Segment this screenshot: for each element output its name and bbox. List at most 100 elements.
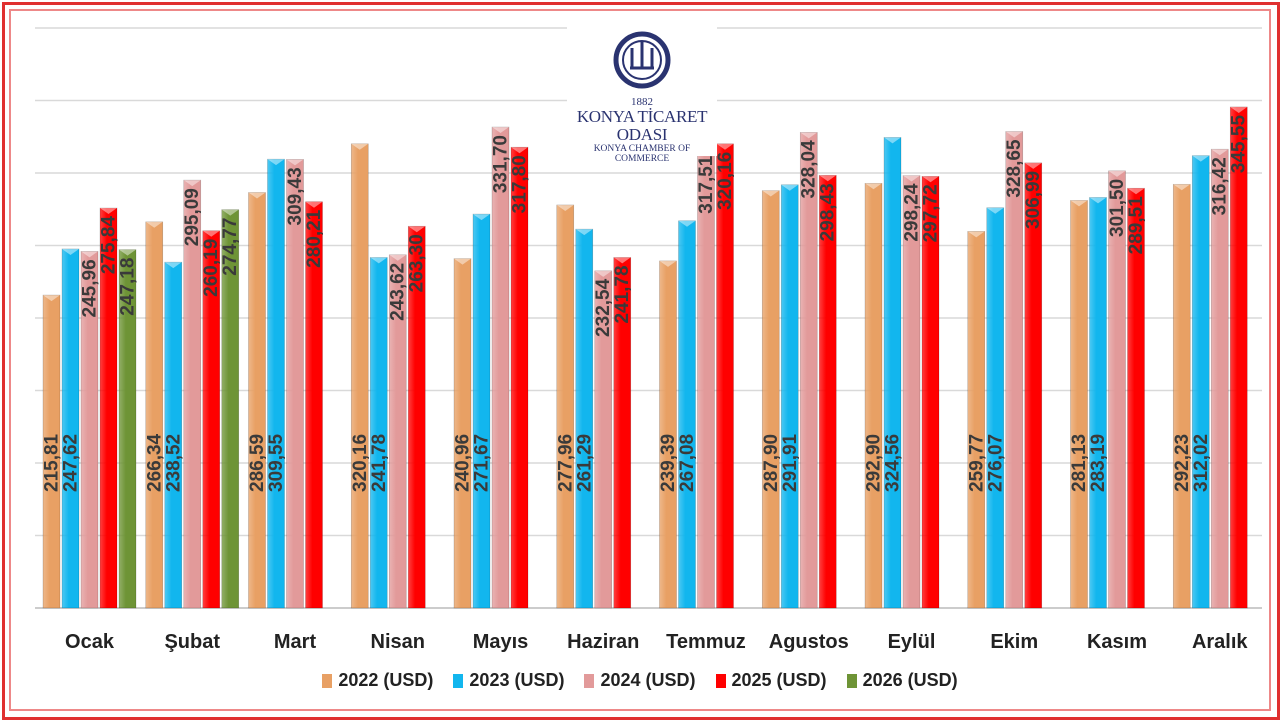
bar-cap — [1192, 155, 1210, 162]
bar-cap — [370, 257, 388, 264]
data-label: 241,78 — [369, 434, 390, 492]
data-label: 239,39 — [658, 434, 679, 492]
legend-label: 2022 (USD) — [338, 670, 434, 690]
bar-cap — [594, 270, 612, 277]
bar — [921, 176, 940, 609]
bar — [594, 270, 613, 609]
bar-cap — [678, 220, 696, 227]
data-label: 317,80 — [510, 155, 531, 213]
x-tick-label: Eylül — [888, 631, 936, 653]
data-label: 267,08 — [677, 434, 698, 492]
data-label: 261,29 — [574, 434, 595, 492]
data-label: 324,56 — [883, 434, 904, 492]
bar-cap — [202, 230, 220, 237]
x-tick-label: Mart — [274, 631, 317, 653]
bar — [659, 260, 677, 609]
bar — [491, 126, 510, 609]
bar — [472, 213, 491, 609]
data-label: 320,16 — [350, 434, 371, 492]
bar — [1024, 162, 1043, 609]
data-label: 309,55 — [266, 433, 287, 492]
data-label: 317,51 — [696, 155, 717, 214]
data-label: 306,99 — [1023, 171, 1044, 229]
bar-cap — [492, 127, 509, 134]
bar-cap — [1070, 200, 1088, 207]
data-label: 292,90 — [864, 434, 885, 492]
legend-item: 2024 (USD) — [584, 670, 696, 691]
x-tick-label: Haziran — [567, 631, 639, 653]
data-label: 232,54 — [593, 278, 614, 337]
bar-cap — [100, 208, 117, 215]
bar-cap — [716, 143, 734, 150]
data-label: 277,96 — [555, 434, 576, 492]
bar-cap — [922, 176, 939, 183]
legend-swatch — [715, 673, 726, 688]
bar-cap — [473, 214, 490, 221]
bar — [221, 209, 240, 609]
legend-label: 2026 (USD) — [862, 670, 958, 690]
bar-cap — [248, 192, 266, 199]
bar — [575, 228, 594, 609]
bar-cap — [62, 248, 79, 255]
bar — [678, 220, 696, 609]
bar — [305, 201, 323, 609]
bar — [145, 221, 164, 609]
bar — [864, 182, 883, 609]
bar — [967, 231, 986, 609]
inner-frame — [9, 9, 1271, 711]
x-tick-label: Ekim — [990, 631, 1038, 653]
bar-cap — [183, 180, 201, 187]
data-label: 280,21 — [304, 209, 325, 268]
bar — [183, 179, 202, 609]
legend-item: 2026 (USD) — [846, 670, 958, 691]
data-label: 328,65 — [1004, 139, 1025, 198]
bar — [1191, 155, 1210, 609]
bar-cap — [43, 295, 60, 302]
data-label: 345,55 — [1229, 115, 1250, 174]
legend-item: 2023 (USD) — [453, 670, 564, 691]
bar — [42, 294, 61, 609]
data-label: 320,16 — [715, 152, 736, 210]
legend-item: 2025 (USD) — [715, 670, 827, 691]
bar-cap — [389, 254, 407, 261]
data-label: 309,43 — [285, 167, 306, 225]
chart-legend: 2022 (USD) 2023 (USD) 2024 (USD) 2025 (USD)… — [0, 670, 1280, 691]
bar — [883, 137, 902, 609]
bar-cap — [556, 204, 574, 211]
bar-cap — [164, 262, 182, 269]
data-label: 260,19 — [201, 239, 222, 297]
bar — [350, 143, 369, 609]
bar-cap — [305, 201, 323, 208]
bar — [118, 249, 137, 609]
data-label: 281,13 — [1069, 434, 1090, 492]
data-label: 271,67 — [472, 434, 493, 492]
bar — [1229, 106, 1248, 609]
x-tick-label: Şubat — [164, 631, 220, 653]
x-tick-label: Aralık — [1192, 631, 1248, 653]
bar-cap — [1108, 170, 1126, 177]
bar — [202, 230, 221, 609]
bar — [510, 146, 529, 609]
bar-cap — [286, 159, 304, 166]
bar-cap — [221, 209, 239, 216]
data-label: 297,72 — [921, 184, 942, 242]
bar-cap — [986, 207, 1004, 214]
bar — [267, 158, 285, 609]
bar — [1089, 197, 1107, 609]
bar — [388, 254, 407, 609]
x-tick-label: Kasım — [1087, 631, 1147, 653]
bar — [780, 184, 799, 609]
bar-cap — [81, 251, 98, 258]
bar — [369, 257, 388, 609]
data-label: 287,90 — [761, 434, 782, 492]
bar-cap — [454, 258, 471, 265]
bar — [164, 261, 183, 609]
legend-swatch — [584, 673, 595, 688]
data-label: 245,96 — [80, 259, 101, 317]
data-label: 283,19 — [1088, 434, 1109, 492]
legend-label: 2023 (USD) — [469, 670, 565, 690]
data-label: 274,77 — [220, 218, 241, 276]
bar-cap — [408, 226, 426, 233]
bar — [716, 143, 734, 609]
